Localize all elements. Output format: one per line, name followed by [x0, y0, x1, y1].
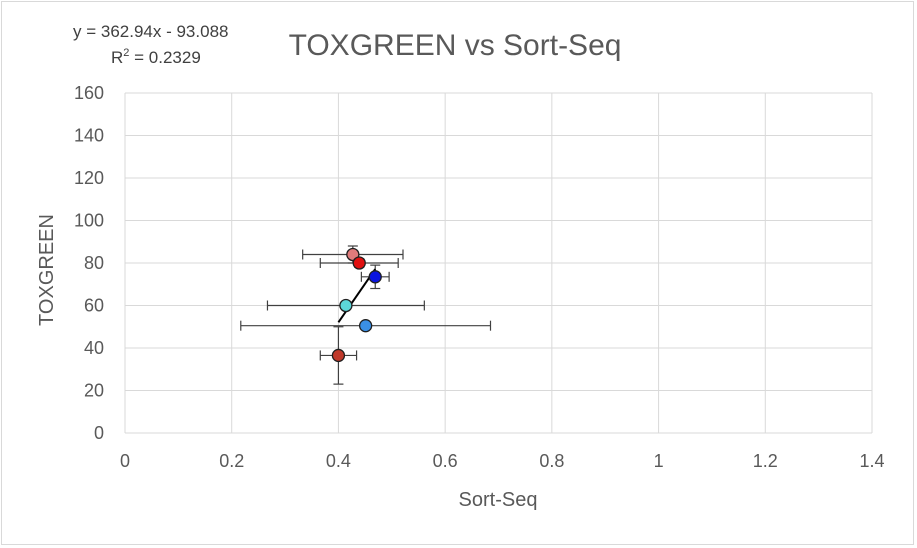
y-tick-label: 0	[94, 423, 104, 443]
y-tick-label: 80	[84, 253, 104, 273]
chart-title: TOXGREEN vs Sort-Seq	[289, 29, 622, 62]
trendline-equation: y = 362.94x - 93.088	[73, 22, 228, 41]
data-point	[358, 319, 373, 333]
y-tick-labels: 0 20 40 60 80 100 120 140 160	[74, 83, 104, 443]
x-tick-label: 0	[120, 451, 130, 471]
y-tick-label: 60	[84, 296, 104, 316]
data-point	[368, 270, 382, 284]
y-tick-label: 20	[84, 381, 104, 401]
x-tick-label: 0.4	[326, 451, 351, 471]
y-axis-title: TOXGREEN	[36, 214, 58, 326]
data-point	[331, 348, 346, 363]
y-tick-label: 160	[74, 83, 104, 103]
data-point	[339, 298, 353, 313]
y-tick-label: 120	[74, 168, 104, 188]
trendline-r-squared: R2 = 0.2329	[111, 47, 201, 67]
data-point	[352, 256, 366, 270]
x-tick-label: 1.4	[859, 451, 884, 471]
x-tick-label: 1	[654, 451, 664, 471]
x-tick-label: 0.6	[433, 451, 458, 471]
x-tick-label: 0.2	[219, 451, 244, 471]
error-bars	[240, 245, 492, 385]
x-tick-label: 1.2	[753, 451, 778, 471]
grid-lines	[124, 92, 873, 434]
x-axis-title: Sort-Seq	[459, 489, 538, 511]
y-tick-label: 100	[74, 211, 104, 231]
x-tick-labels: 0 0.2 0.4 0.6 0.8 1 1.2 1.4	[120, 451, 885, 471]
x-tick-label: 0.8	[539, 451, 564, 471]
y-tick-label: 140	[74, 126, 104, 146]
data-points	[331, 247, 382, 363]
y-tick-label: 40	[84, 338, 104, 358]
